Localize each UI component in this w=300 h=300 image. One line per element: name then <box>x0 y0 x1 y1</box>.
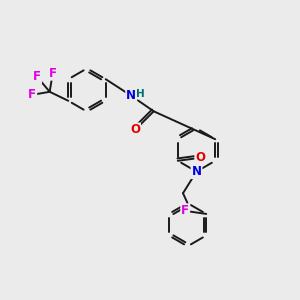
Text: F: F <box>49 67 57 80</box>
Text: N: N <box>126 89 136 102</box>
Text: N: N <box>191 165 202 178</box>
Text: F: F <box>181 204 189 218</box>
Text: F: F <box>28 88 36 101</box>
Text: O: O <box>195 151 205 164</box>
Text: O: O <box>130 123 140 136</box>
Text: H: H <box>136 89 145 99</box>
Text: F: F <box>33 70 41 83</box>
